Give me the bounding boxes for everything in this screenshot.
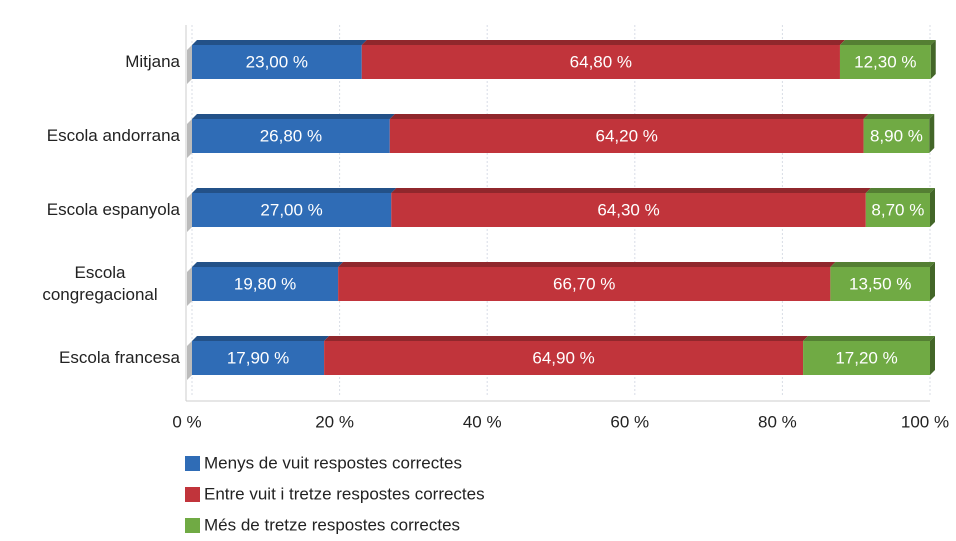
- bar-depth: [324, 336, 809, 341]
- x-tick-label: 100 %: [901, 412, 949, 431]
- bar-depth: [187, 119, 192, 158]
- bar-depth: [187, 193, 192, 232]
- y-tick-label: Escola espanyola: [0, 180, 180, 240]
- legend-label: Entre vuit i tretze respostes correctes: [204, 484, 485, 503]
- legend-swatch: [185, 518, 200, 533]
- y-tick-label: Mitjana: [0, 32, 180, 92]
- bar-depth: [192, 336, 330, 341]
- y-tick-label: Escola andorrana: [0, 106, 180, 166]
- y-tick-label: Escola francesa: [0, 328, 180, 388]
- data-label: 64,20 %: [595, 126, 657, 145]
- data-label: 8,90 %: [870, 126, 923, 145]
- bar: [192, 193, 392, 227]
- bar-depth: [361, 40, 845, 45]
- legend-label: Més de tretze respostes correctes: [204, 515, 460, 534]
- data-label: 17,90 %: [227, 348, 289, 367]
- bar-depth: [865, 188, 935, 193]
- bar-depth: [187, 341, 192, 380]
- bar-depth: [192, 40, 367, 45]
- bar: [192, 341, 325, 375]
- bar: [839, 45, 931, 79]
- y-tick-label: Escola congregacional: [0, 254, 180, 314]
- bar-depth: [930, 188, 935, 227]
- bar: [192, 45, 362, 79]
- bar-depth: [803, 336, 935, 341]
- x-tick-label: 60 %: [610, 412, 649, 431]
- bar-depth: [187, 267, 192, 306]
- bar: [324, 341, 804, 375]
- bar-depth: [830, 262, 935, 267]
- x-tick-label: 20 %: [315, 412, 354, 431]
- bar-depth: [389, 114, 869, 119]
- data-label: 12,30 %: [854, 52, 916, 71]
- data-label: 17,20 %: [835, 348, 897, 367]
- bar-depth: [192, 114, 395, 119]
- bar-depth: [391, 188, 871, 193]
- bar-depth: [192, 188, 397, 193]
- legend-swatch: [185, 456, 200, 471]
- bar: [192, 267, 339, 301]
- bar-depth: [930, 262, 935, 301]
- data-label: 66,70 %: [553, 274, 615, 293]
- bar: [338, 267, 831, 301]
- bar-depth: [839, 40, 936, 45]
- bar-depth: [929, 114, 935, 153]
- x-tick-label: 40 %: [463, 412, 502, 431]
- data-label: 13,50 %: [849, 274, 911, 293]
- data-label: 19,80 %: [234, 274, 296, 293]
- bar-depth: [930, 40, 936, 79]
- data-label: 64,80 %: [570, 52, 632, 71]
- y-tick-text: Escola andorrana: [46, 126, 180, 145]
- bar: [830, 267, 930, 301]
- legend-swatch: [185, 487, 200, 502]
- bar-depth: [930, 336, 935, 375]
- bar-depth: [192, 262, 344, 267]
- data-label: 23,00 %: [246, 52, 308, 71]
- x-tick-label: 0 %: [172, 412, 201, 431]
- data-label: 64,90 %: [532, 348, 594, 367]
- data-label: 27,00 %: [260, 200, 322, 219]
- bar: [803, 341, 930, 375]
- bar: [361, 45, 840, 79]
- bar: [863, 119, 930, 153]
- data-label: 26,80 %: [260, 126, 322, 145]
- y-tick-text: Escola espanyola: [46, 200, 180, 219]
- legend-label: Menys de vuit respostes correctes: [204, 453, 462, 472]
- x-tick-label: 80 %: [758, 412, 797, 431]
- bar: [192, 119, 390, 153]
- bar-depth: [863, 114, 935, 119]
- data-label: 8,70 %: [871, 200, 924, 219]
- bar-depth: [187, 45, 192, 84]
- y-tick-text: Escola francesa: [59, 348, 180, 367]
- y-tick-text: Escola congregacional: [42, 263, 158, 304]
- y-tick-text: Mitjana: [125, 52, 180, 71]
- bar: [865, 193, 930, 227]
- data-label: 64,30 %: [597, 200, 659, 219]
- bar-depth: [338, 262, 836, 267]
- bar: [389, 119, 864, 153]
- bar: [391, 193, 866, 227]
